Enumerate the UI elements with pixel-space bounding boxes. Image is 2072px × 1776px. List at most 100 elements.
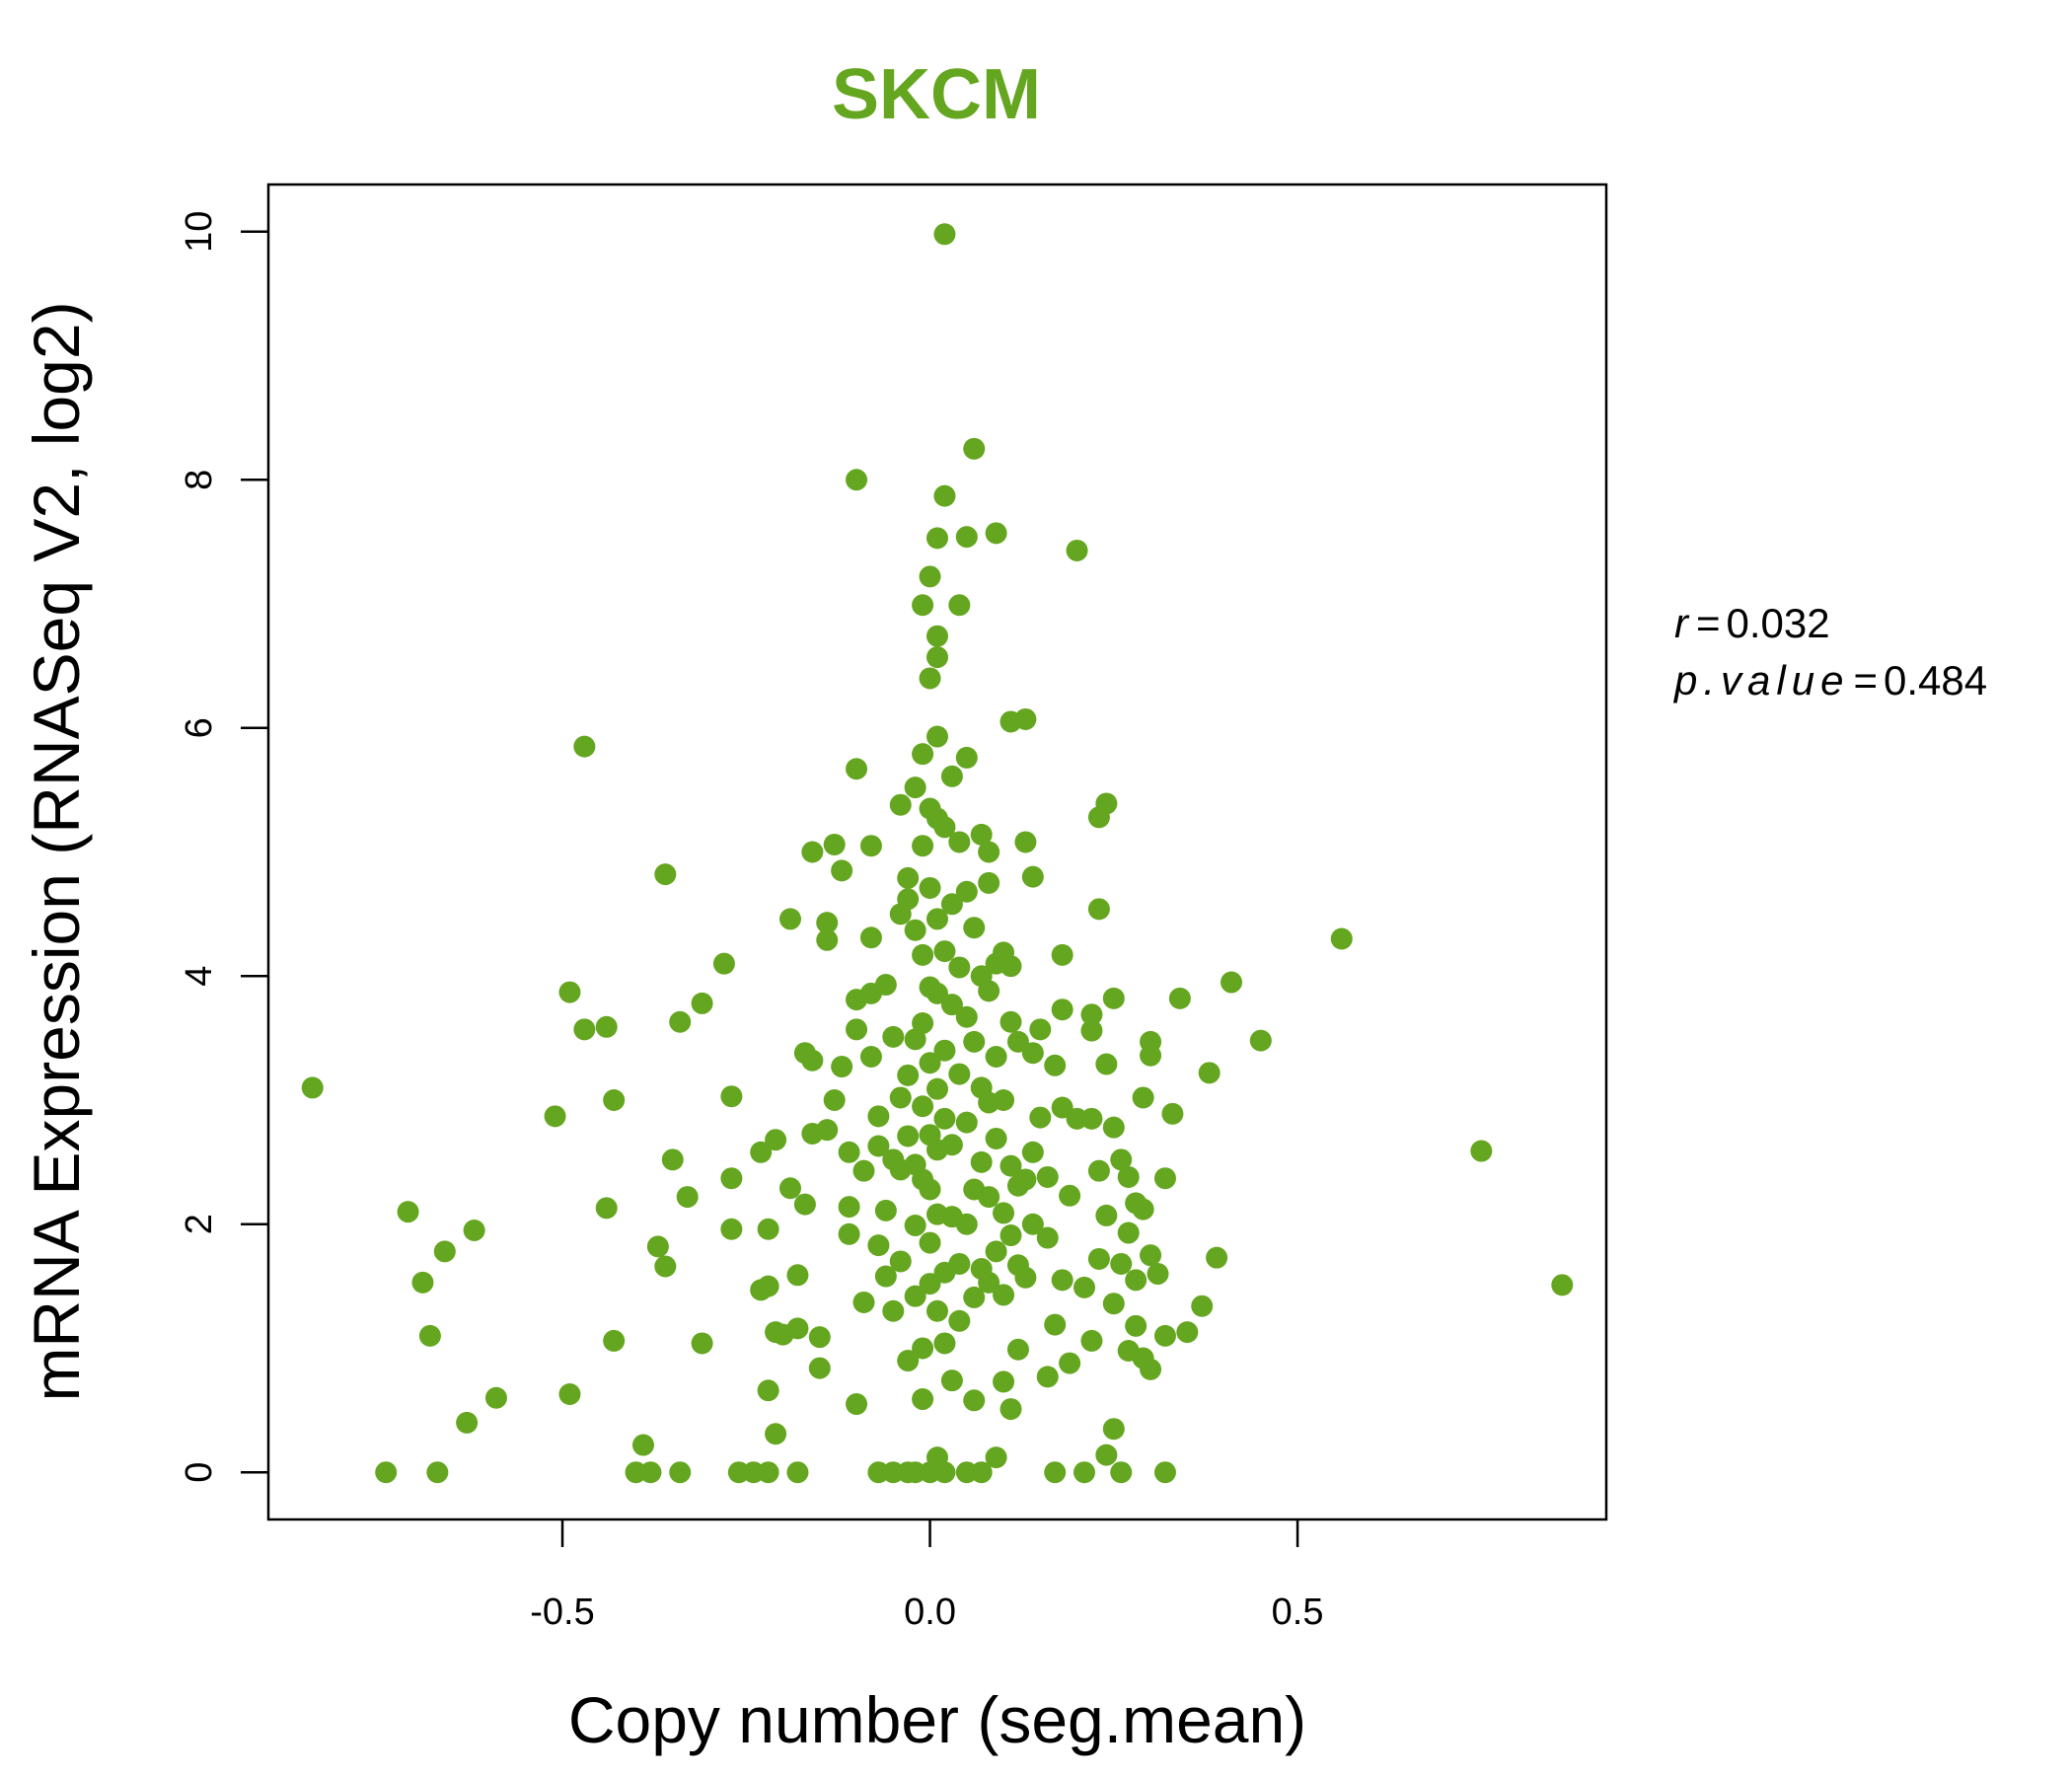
data-point: [904, 919, 926, 941]
data-point: [1014, 707, 1037, 730]
data-point: [1095, 792, 1118, 815]
data-point: [963, 1286, 986, 1308]
data-point: [926, 982, 948, 1004]
data-point: [926, 1299, 948, 1322]
data-point: [838, 1196, 860, 1219]
data-point: [816, 912, 839, 934]
data-point: [418, 1324, 441, 1347]
data-point: [1117, 1221, 1140, 1244]
data-point: [639, 1461, 662, 1484]
data-point: [955, 526, 978, 549]
data-points: [301, 223, 1574, 1484]
data-point: [978, 841, 1000, 863]
data-point: [484, 1386, 507, 1409]
data-point: [1044, 1054, 1067, 1076]
data-point: [1110, 1148, 1133, 1171]
data-point: [926, 908, 948, 930]
data-point: [1330, 927, 1353, 950]
data-point: [874, 1199, 897, 1221]
data-point: [1080, 1107, 1103, 1130]
data-point: [720, 1167, 743, 1190]
data-point: [1191, 1295, 1214, 1317]
data-point: [846, 469, 868, 491]
data-point: [691, 1332, 713, 1355]
data-point: [757, 1218, 779, 1240]
data-point: [999, 1398, 1022, 1421]
data-point: [859, 835, 882, 857]
data-point: [912, 835, 934, 857]
data-point: [970, 823, 993, 846]
data-point: [1140, 1244, 1162, 1267]
data-point: [463, 1220, 485, 1242]
data-point: [1006, 1338, 1029, 1361]
data-point: [786, 1461, 809, 1484]
data-point: [1125, 1314, 1147, 1337]
y-tick-label: 2: [179, 1214, 220, 1234]
data-point: [963, 1389, 986, 1412]
data-point: [1059, 1352, 1081, 1374]
data-point: [1029, 1018, 1052, 1041]
r-equals: =: [1696, 600, 1721, 646]
data-point: [933, 1107, 956, 1130]
data-point: [1021, 1213, 1044, 1235]
data-point: [912, 594, 934, 617]
data-point: [933, 940, 956, 963]
data-point: [897, 866, 920, 889]
data-point: [955, 1213, 978, 1235]
data-point: [912, 943, 934, 966]
r-label: r: [1674, 600, 1690, 646]
data-point: [720, 1218, 743, 1240]
data-point: [1014, 1266, 1037, 1289]
data-point: [978, 1186, 1000, 1209]
p-value-stat: p.value= 0.484: [1672, 657, 1987, 703]
data-point: [595, 1015, 618, 1038]
data-point: [750, 1141, 773, 1163]
data-point: [816, 928, 839, 951]
data-point: [1102, 1418, 1125, 1441]
data-point: [963, 1030, 986, 1053]
data-point: [926, 725, 948, 748]
p-value: 0.484: [1884, 657, 1987, 703]
data-point: [1102, 987, 1125, 1009]
data-point: [433, 1240, 456, 1263]
data-point: [852, 1159, 875, 1182]
data-point: [778, 1177, 801, 1200]
data-point: [1080, 1019, 1103, 1042]
data-point: [1102, 1116, 1125, 1139]
data-point: [801, 1049, 824, 1072]
data-point: [904, 1214, 926, 1236]
data-point: [808, 1357, 831, 1379]
data-point: [631, 1434, 654, 1456]
data-point: [1110, 1252, 1133, 1275]
data-point: [940, 765, 963, 787]
data-point: [926, 625, 948, 647]
data-point: [1132, 1086, 1154, 1109]
data-point: [1051, 1269, 1073, 1292]
data-point: [948, 1252, 971, 1275]
data-point: [426, 1461, 449, 1484]
data-point: [999, 1010, 1022, 1033]
data-point: [1147, 1263, 1169, 1286]
data-point: [1087, 1159, 1110, 1182]
data-point: [765, 1423, 787, 1445]
data-point: [867, 1135, 890, 1157]
data-point: [1102, 1293, 1125, 1315]
data-point: [978, 1271, 1000, 1294]
x-tick-label: -0.5: [530, 1591, 594, 1633]
data-point: [823, 1088, 846, 1111]
data-point: [778, 908, 801, 930]
x-tick-label: 0.0: [904, 1591, 956, 1633]
data-point: [1021, 1042, 1044, 1065]
data-point: [897, 1350, 920, 1372]
data-point: [985, 1045, 1007, 1068]
data-point: [867, 1105, 890, 1128]
data-point: [919, 1052, 941, 1074]
data-point: [603, 1088, 626, 1111]
data-point: [940, 893, 963, 916]
data-point: [919, 876, 941, 899]
data-point: [654, 863, 677, 886]
data-point: [919, 565, 941, 588]
data-point: [970, 1461, 993, 1484]
data-point: [912, 1337, 934, 1360]
y-tick-label: 0: [179, 1462, 220, 1483]
